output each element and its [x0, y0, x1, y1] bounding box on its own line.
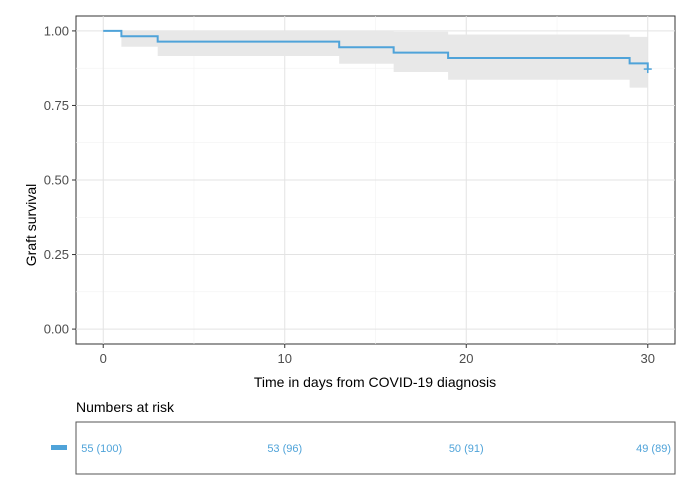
y-tick-label: 0.25 — [44, 247, 69, 262]
survival-step-line — [103, 29, 649, 70]
risk-count: 49 (89) — [636, 443, 671, 455]
y-axis-title: Graft survival — [23, 184, 39, 266]
confidence-band — [103, 30, 648, 88]
risk-table-values: 55 (100) 53 (96) 50 (91) 49 (89) — [81, 443, 671, 455]
y-tick-label: 1.00 — [44, 23, 69, 38]
x-tick-label: 0 — [100, 351, 107, 366]
y-tick-label: 0.00 — [44, 322, 69, 337]
risk-count: 55 (100) — [81, 443, 122, 455]
y-tick-label: 0.75 — [44, 98, 69, 113]
x-axis-title: Time in days from COVID-19 diagnosis — [254, 374, 496, 390]
risk-count: 50 (91) — [449, 443, 484, 455]
x-tick-label: 20 — [459, 351, 473, 366]
x-tick-label: 10 — [278, 351, 292, 366]
censor-mark — [643, 65, 652, 74]
y-tick-label: 0.50 — [44, 173, 69, 188]
risk-count: 53 (96) — [267, 443, 302, 455]
survival-line-layer — [103, 29, 652, 74]
risk-table-title: Numbers at risk — [76, 399, 175, 415]
risk-table-panel — [75, 421, 676, 475]
risk-strata-key — [51, 445, 67, 450]
ci-band — [103, 30, 648, 88]
x-tick-label: 30 — [641, 351, 655, 366]
axis-ticks: 0 10 20 30 0.00 0.25 0.50 0.75 1.00 — [44, 23, 655, 366]
